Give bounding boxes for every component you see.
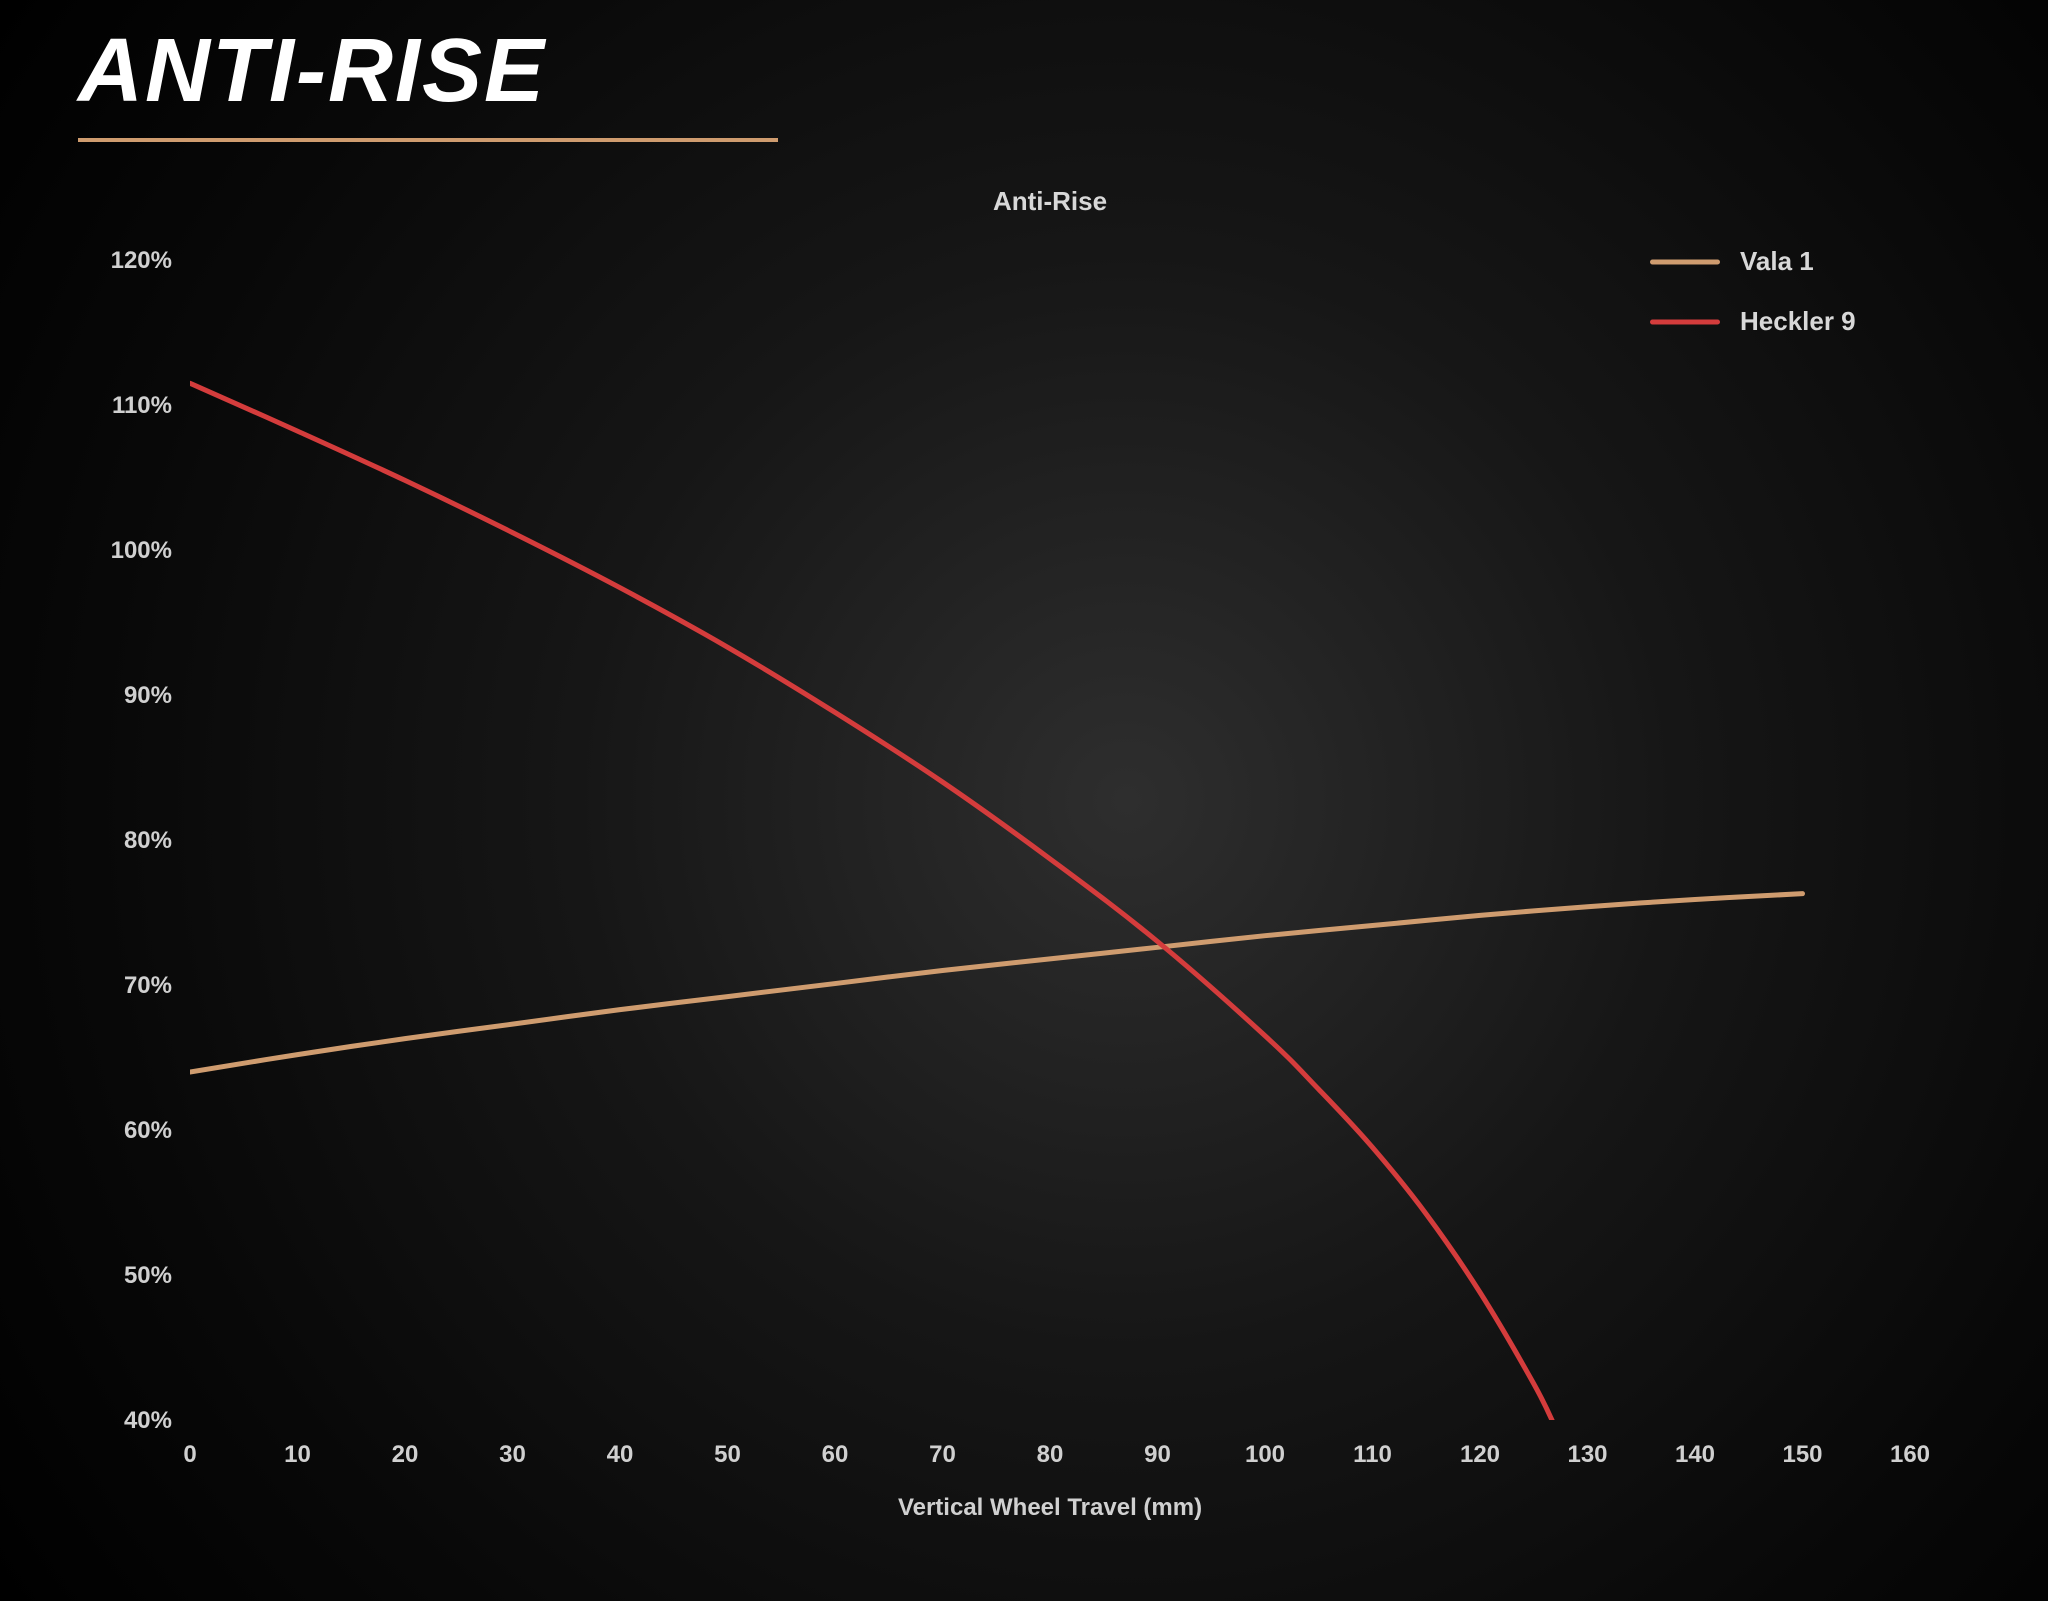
x-tick-label: 70 (929, 1441, 956, 1468)
page-root: ANTI-RISE Anti-Rise40%50%60%70%80%90%100… (0, 0, 2048, 1601)
series-line-vala-1 (190, 894, 1803, 1072)
x-tick-label: 150 (1782, 1441, 1822, 1468)
x-tick-label: 140 (1675, 1441, 1715, 1468)
series-line-heckler-9 (190, 383, 1555, 1427)
y-tick-label: 40% (124, 1407, 172, 1434)
x-tick-label: 0 (183, 1441, 196, 1468)
x-tick-label: 10 (284, 1441, 311, 1468)
x-tick-label: 20 (392, 1441, 419, 1468)
chart-title: Anti-Rise (993, 186, 1107, 216)
y-tick-label: 80% (124, 827, 172, 854)
x-tick-label: 30 (499, 1441, 526, 1468)
title-underline (78, 138, 778, 142)
x-tick-label: 40 (607, 1441, 634, 1468)
page-title: ANTI-RISE (78, 20, 546, 123)
x-tick-label: 50 (714, 1441, 741, 1468)
legend-swatch (1650, 320, 1720, 325)
x-tick-label: 100 (1245, 1441, 1285, 1468)
y-tick-label: 70% (124, 972, 172, 999)
y-tick-label: 110% (112, 392, 172, 419)
x-tick-label: 90 (1144, 1441, 1171, 1468)
x-tick-label: 60 (822, 1441, 849, 1468)
x-tick-label: 130 (1567, 1441, 1607, 1468)
legend-swatch (1650, 260, 1720, 265)
x-tick-label: 110 (1353, 1441, 1392, 1468)
y-tick-label: 120% (111, 247, 172, 274)
y-tick-label: 100% (111, 537, 172, 564)
legend-label: Vala 1 (1740, 246, 1814, 276)
x-axis-label: Vertical Wheel Travel (mm) (898, 1494, 1202, 1521)
legend-label: Heckler 9 (1740, 306, 1856, 336)
x-tick-label: 160 (1890, 1441, 1930, 1468)
x-tick-label: 80 (1037, 1441, 1064, 1468)
y-tick-label: 90% (124, 682, 172, 709)
y-tick-label: 50% (124, 1262, 172, 1289)
anti-rise-chart: Anti-Rise 40% 50% 60% 70% 80% 90% 100% 110% 120% 0… (70, 170, 1970, 1550)
x-tick-label: 120 (1460, 1441, 1500, 1468)
y-tick-label: 60% (124, 1117, 172, 1144)
